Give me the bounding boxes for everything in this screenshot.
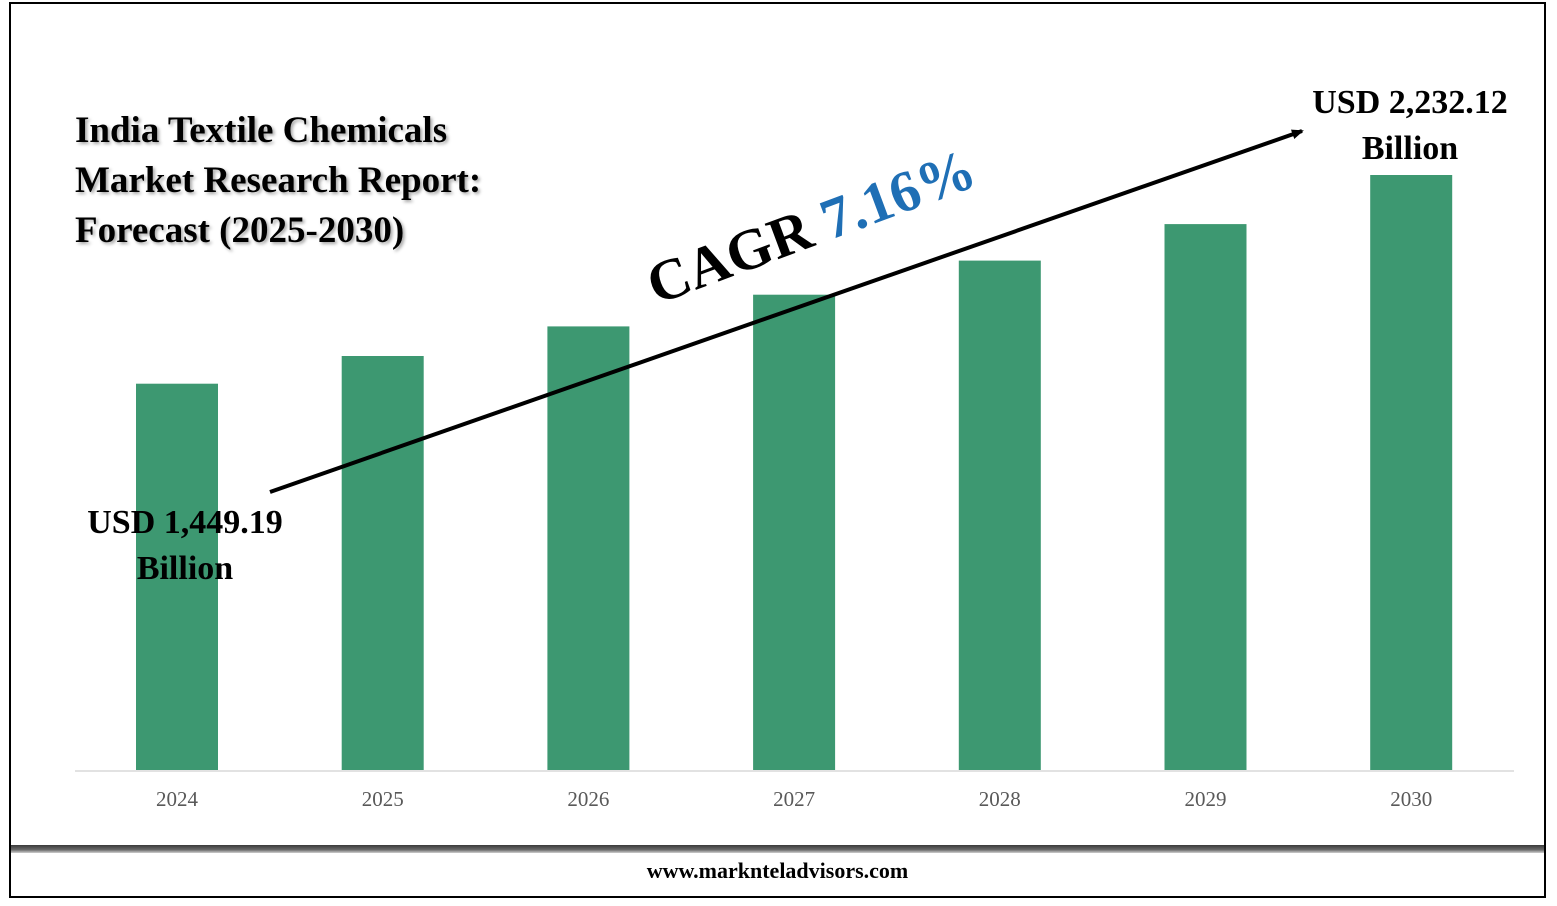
start-value-amount: USD 1,449.19 [87,504,283,541]
x-tick-labels: 2024 2025 2026 2027 2028 2029 2030 [156,787,1432,811]
bar-2027 [753,294,836,770]
growth-arrow [269,129,1304,494]
bar-2026 [547,326,630,770]
end-value-amount: USD 2,232.12 [1312,84,1508,121]
bars-group [136,175,1453,771]
title-line-3: Forecast (2025-2030) [75,210,405,251]
x-tick-2024: 2024 [156,787,199,811]
chart-title: India Textile Chemicals Market Research … [75,106,575,256]
end-value-label: USD 2,232.12 Billion [1295,80,1525,172]
start-value-unit: Billion [136,550,234,587]
start-value-label: USD 1,449.19 Billion [70,500,300,592]
x-tick-2029: 2029 [1185,787,1227,811]
x-tick-2028: 2028 [979,787,1021,811]
footer-website: www.marknteladvisors.com [646,858,909,883]
x-tick-2027: 2027 [773,787,815,811]
title-line-1: India Textile Chemicals [75,110,448,151]
bar-2024 [136,383,218,770]
bar-2025 [341,356,424,770]
x-tick-2030: 2030 [1390,787,1432,811]
bar-2028 [958,260,1041,770]
chart-frame [9,2,1546,898]
bar-2030 [1370,175,1453,770]
x-tick-2025: 2025 [362,787,404,811]
footer-divider [11,845,1544,853]
x-tick-2026: 2026 [567,787,609,811]
title-line-2: Market Research Report: [75,160,482,201]
bar-2029 [1164,224,1247,771]
end-value-unit: Billion [1361,130,1459,167]
